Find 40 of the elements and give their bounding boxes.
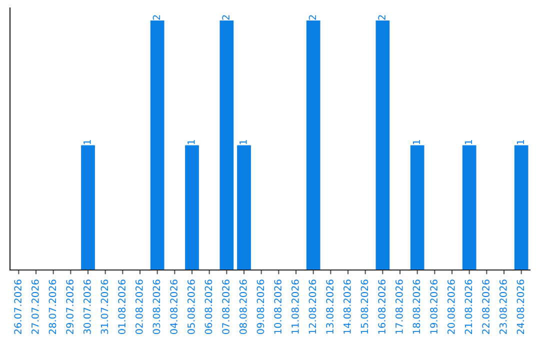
x-tick-label: 01.08.2026 bbox=[118, 280, 126, 334]
x-tick-label: 24.08.2026 bbox=[516, 280, 524, 334]
x-tick-label: 15.08.2026 bbox=[360, 280, 368, 334]
x-tick-label: 13.08.2026 bbox=[326, 280, 334, 334]
data-label: 1 bbox=[464, 140, 472, 144]
x-tick-label: 28.07.2026 bbox=[48, 280, 56, 334]
data-label: 2 bbox=[308, 15, 316, 20]
x-tick-label: 26.07.2026 bbox=[14, 280, 22, 334]
x-tick-label: 06.08.2026 bbox=[204, 280, 212, 334]
x-tick-label: 29.07.2026 bbox=[66, 280, 74, 334]
x-tick-label: 03.08.2026 bbox=[152, 280, 160, 334]
x-tick-label: 17.08.2026 bbox=[395, 280, 403, 334]
x-tick-label: 10.08.2026 bbox=[274, 280, 282, 334]
data-label: 1 bbox=[240, 140, 247, 144]
data-label: 2 bbox=[152, 15, 160, 20]
x-tick-label: 20.08.2026 bbox=[447, 280, 455, 334]
x-tick-label: 05.08.2026 bbox=[187, 280, 195, 334]
x-tick-label: 09.08.2026 bbox=[256, 280, 264, 334]
x-tick-label: 04.08.2026 bbox=[170, 280, 178, 334]
data-label: 1 bbox=[412, 140, 420, 144]
data-label: 1 bbox=[84, 140, 91, 144]
x-tick-label: 11.08.2026 bbox=[291, 280, 299, 334]
x-tick-label: 16.08.2026 bbox=[378, 280, 386, 334]
x-tick-label: 02.08.2026 bbox=[135, 280, 143, 334]
data-label: 2 bbox=[222, 15, 230, 20]
x-tick-label: 07.08.2026 bbox=[222, 280, 230, 334]
x-tick-label: 27.07.2026 bbox=[31, 280, 39, 334]
x-tick-label: 30.07.2026 bbox=[83, 280, 91, 334]
x-tick-label: 08.08.2026 bbox=[239, 280, 247, 334]
x-tick-label: 22.08.2026 bbox=[482, 280, 490, 334]
x-tick-label: 12.08.2026 bbox=[308, 280, 316, 334]
x-tick-label: 23.08.2026 bbox=[499, 280, 507, 334]
data-label: 2 bbox=[378, 15, 386, 20]
data-label: 1 bbox=[516, 140, 524, 144]
data-label: 1 bbox=[188, 140, 195, 144]
x-tick-label: 21.08.2026 bbox=[464, 280, 472, 334]
x-tick-label: 19.08.2026 bbox=[430, 280, 438, 334]
x-tick-label: 18.08.2026 bbox=[412, 280, 420, 334]
x-tick-label: 14.08.2026 bbox=[343, 280, 351, 334]
x-tick-label: 31.07.2026 bbox=[100, 280, 108, 334]
